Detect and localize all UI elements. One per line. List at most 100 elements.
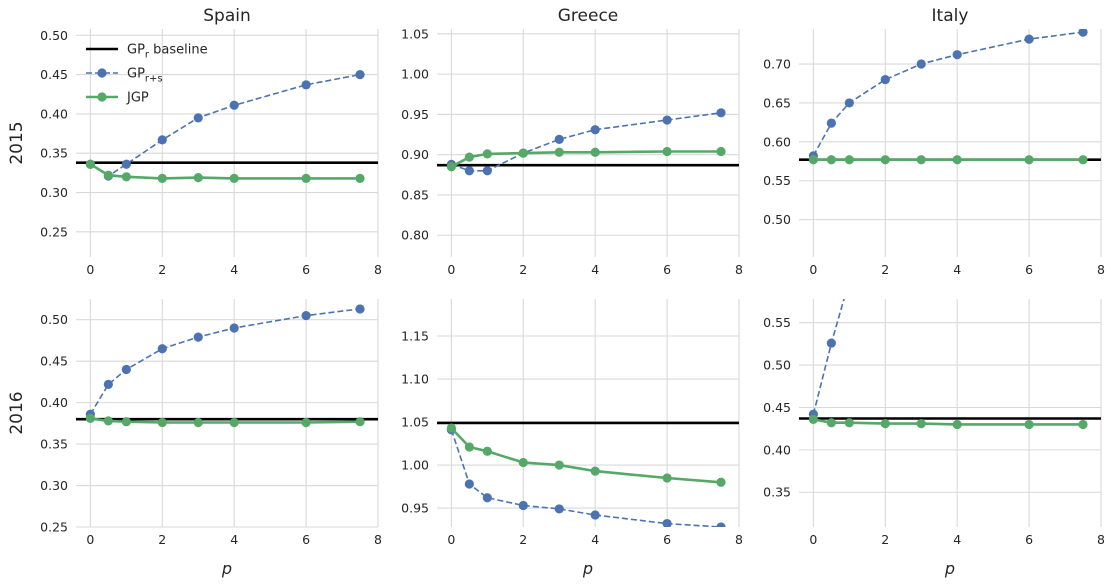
y-tick-label: 0.25 [40,520,68,535]
legend-baseline-label: GPr baseline [127,43,208,61]
jgp-point [518,148,528,158]
x-tick-label: 8 [735,532,743,547]
gp_rs-point [826,118,836,128]
plot-area [76,29,378,257]
y-tick-label: 0.55 [763,173,791,188]
x-tick-label: 8 [735,262,743,277]
panel-title: Italy [932,6,969,26]
panel-1: 0 2 4 6 8 0.25 0.30 0.35 0.40 0.45 0.50 Spain 2015 GP… [7,6,382,277]
jgp-point [590,466,600,476]
x-tick-label: 6 [663,532,671,547]
gp_rs-point [590,125,600,135]
y-tick-label: 0.25 [40,224,68,239]
y-tick-label: 0.45 [763,400,791,415]
gp_rs-point [1024,34,1034,44]
y-tick-label: 0.70 [763,57,791,72]
y-tick-label: 0.95 [401,501,429,516]
y-tick-label: 0.50 [40,28,68,43]
panel-title: Spain [203,6,251,26]
y-tick-label: 0.90 [401,147,429,162]
gp_rs-point [464,479,474,489]
gp_rs-point [464,166,474,176]
legend-gp_rs-marker [97,68,107,78]
plot-area [799,299,1101,527]
jgp-point [464,152,474,162]
jgp-point [1024,155,1034,165]
x-tick-label: 2 [158,262,166,277]
x-tick-label: 0 [447,262,455,277]
jgp-point [808,155,818,165]
jgp-point [446,423,456,433]
jgp-point [808,414,818,424]
gp_rs-point [229,323,239,333]
x-tick-label: 8 [1097,262,1105,277]
y-tick-label: 1.05 [401,415,429,430]
panel-4: 0 2 4 6 8 0.25 0.30 0.35 0.40 0.45 0.50 2016 p [7,299,382,578]
y-tick-label: 0.45 [40,67,68,82]
plot-area [437,29,739,257]
jgp-point [844,418,854,428]
jgp-point [916,155,926,165]
jgp-point [716,477,726,487]
y-tick-label: 0.95 [401,107,429,122]
panel-5: 0 2 4 6 8 0.95 1.00 1.05 1.10 1.15 p [401,299,743,578]
jgp-point [482,446,492,456]
y-tick-label: 0.80 [401,228,429,243]
jgp-point [1078,419,1088,430]
legend-jgp-label: JGP [126,91,149,106]
legend: GPr baseline GPr+s JGP [86,43,208,106]
gp_rs-point [554,504,564,514]
x-tick-label: 4 [230,262,238,277]
jgp-point [229,173,239,183]
gp_rs-point [193,113,203,123]
x-tick-label: 8 [374,262,382,277]
gp_rs-point [121,364,131,375]
jgp-point [844,155,854,165]
gp_rs-line [812,299,845,415]
gp_rs-point [301,310,311,321]
gp_rs-point [518,500,528,511]
gp_rs-point [482,166,492,176]
jgp-point [103,416,113,426]
jgp-point [952,155,962,165]
jgp-point [193,172,203,183]
y-tick-label: 1.05 [401,26,429,41]
x-axis-label: p [944,559,955,578]
gp_rs-point [193,332,203,342]
jgp-point [157,173,167,183]
jgp-point [85,159,95,169]
jgp-point [662,146,672,157]
gp_rs-point [157,344,167,354]
y-tick-label: 0.50 [763,212,791,227]
gp_rs-point [355,70,365,80]
x-tick-label: 4 [230,532,238,547]
x-axis-label: p [221,559,232,578]
jgp-point [880,418,890,429]
jgp-point [590,147,600,157]
gp_rs-point [590,510,600,520]
jgp-point [826,418,836,428]
x-tick-label: 2 [881,532,889,547]
gp_rs-point [916,59,926,69]
jgp-point [355,173,365,183]
x-tick-label: 8 [1097,532,1105,547]
series-group [437,421,739,527]
gp_rs-point [716,108,726,118]
y-tick-label: 0.40 [763,442,791,457]
gp_rs-point [880,74,890,85]
jgp-point [482,149,492,159]
y-tick-label: 0.50 [40,312,68,327]
x-tick-label: 0 [447,532,455,547]
x-tick-label: 4 [953,532,961,547]
gp_rs-point [121,159,131,169]
gp_rs-point [1078,29,1088,37]
y-tick-label: 0.35 [763,485,791,500]
legend-gp_rs-label: GPr+s [127,67,163,85]
jgp-point [952,419,962,430]
jgp-point [193,417,203,428]
gp_rs-point [826,338,836,348]
plot-area [437,299,739,527]
gp_rs-point [716,522,726,527]
